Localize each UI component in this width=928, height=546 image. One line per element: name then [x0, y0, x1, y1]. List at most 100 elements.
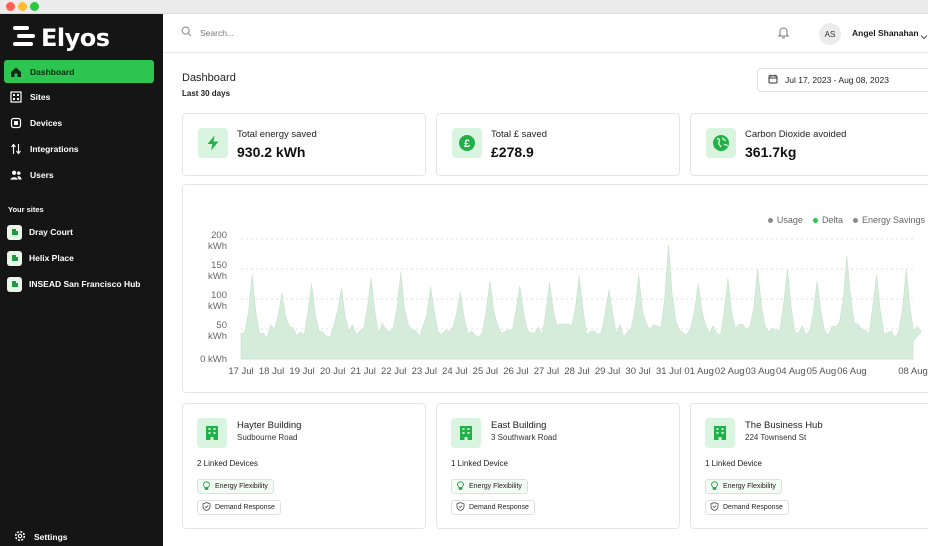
x-tick-label: 28 Jul	[564, 366, 589, 377]
building-icon	[10, 90, 22, 103]
close-window-button[interactable]	[6, 2, 15, 11]
x-tick-label: 01 Aug	[684, 366, 714, 377]
avatar[interactable]: AS	[819, 23, 841, 45]
x-tick-label: 20 Jul	[320, 366, 345, 377]
building-address: 3 Southwark Road	[491, 433, 557, 442]
sidebar-item-devices[interactable]: Devices	[4, 111, 154, 134]
x-tick-label: 24 Jul	[442, 366, 467, 377]
sidebar-site-insead-sf-hub[interactable]: INSEAD San Francisco Hub	[7, 275, 140, 293]
users-icon	[10, 169, 22, 181]
x-tick-label: 22 Jul	[381, 366, 406, 377]
legend-dot	[852, 217, 858, 223]
demand-response-tag[interactable]: Demand Response	[197, 500, 281, 515]
bell-icon[interactable]	[777, 26, 790, 44]
sidebar-site-dray-court[interactable]: Dray Court	[7, 223, 73, 241]
sidebar-item-sites[interactable]: Sites	[4, 85, 154, 108]
y-tick-label: 200 kWh	[208, 230, 227, 252]
energy-flexibility-tag[interactable]: Energy Flexibility	[705, 479, 782, 494]
svg-text:£: £	[464, 138, 470, 150]
tag-label: Energy Flexibility	[469, 483, 522, 490]
demand-response-tag[interactable]: Demand Response	[705, 500, 789, 515]
building-card-east[interactable]: East Building 3 Southwark Road 1 Linked …	[436, 403, 680, 529]
x-tick-label: 04 Aug	[776, 366, 806, 377]
settings-link[interactable]: Settings	[14, 530, 68, 544]
device-icon	[10, 117, 22, 129]
building-name: The Business Hub	[745, 420, 823, 431]
legend-dot	[812, 217, 818, 223]
energy-flexibility-tag[interactable]: Energy Flexibility	[197, 479, 274, 494]
legend-energy-savings[interactable]: Energy Savings	[852, 215, 925, 225]
x-tick-label: 21 Jul	[351, 366, 376, 377]
x-tick-label: 19 Jul	[289, 366, 314, 377]
y-tick-label: 0 kWh	[200, 354, 227, 365]
sidebar-item-label: Sites	[30, 91, 51, 102]
tag-label: Demand Response	[215, 504, 275, 511]
building-name: Hayter Building	[237, 420, 302, 431]
brand-name: Elyos	[41, 24, 110, 52]
demand-response-tag[interactable]: Demand Response	[451, 500, 535, 515]
date-range-picker[interactable]: Jul 17, 2023 - Aug 08, 2023	[757, 68, 928, 92]
site-icon	[7, 276, 22, 292]
legend-usage[interactable]: Usage	[767, 215, 803, 225]
sidebar-item-label: Devices	[30, 117, 63, 128]
stat-value: 361.7kg	[745, 144, 797, 160]
building-card-business-hub[interactable]: The Business Hub 224 Townsend St 1 Linke…	[690, 403, 928, 529]
building-icon	[451, 418, 481, 448]
shield-icon	[202, 502, 211, 513]
x-tick-label: 25 Jul	[473, 366, 498, 377]
energy-flexibility-tag[interactable]: Energy Flexibility	[451, 479, 528, 494]
x-tick-label: 02 Aug	[715, 366, 745, 377]
date-range-label: Jul 17, 2023 - Aug 08, 2023	[785, 75, 889, 85]
x-tick-label: 08 Aug	[898, 366, 928, 377]
site-label: Helix Place	[29, 253, 74, 263]
sidebar: Elyos Dashboard Sites Devices Integratio…	[0, 14, 163, 546]
brand-logo[interactable]: Elyos	[13, 24, 110, 52]
sidebar-item-users[interactable]: Users	[4, 163, 154, 186]
x-tick-label: 06 Aug	[837, 366, 867, 377]
legend-label: Usage	[776, 215, 803, 225]
x-tick-label: 30 Jul	[625, 366, 650, 377]
search-box[interactable]	[181, 26, 400, 39]
user-name[interactable]: Angel Shanahan	[852, 28, 919, 38]
sites-heading: Your sites	[8, 205, 44, 214]
shield-icon	[456, 502, 465, 513]
pound-icon: £	[452, 128, 482, 158]
lightbulb-icon	[710, 481, 719, 492]
sidebar-item-dashboard[interactable]: Dashboard	[4, 60, 154, 83]
stat-card-money: £ Total £ saved £278.9	[436, 113, 680, 176]
x-tick-label: 26 Jul	[503, 366, 528, 377]
legend-delta[interactable]: Delta	[812, 215, 843, 225]
sidebar-item-label: Dashboard	[30, 66, 75, 77]
tag-label: Energy Flexibility	[215, 483, 268, 490]
sidebar-site-helix-place[interactable]: Helix Place	[7, 249, 74, 267]
legend-label: Delta	[821, 215, 843, 225]
stat-value: 930.2 kWh	[237, 144, 306, 160]
tag-label: Energy Flexibility	[723, 483, 776, 490]
page-title: Dashboard	[182, 72, 236, 84]
building-icon	[197, 418, 227, 448]
building-card-hayter[interactable]: Hayter Building Sudbourne Road 2 Linked …	[182, 403, 426, 529]
shield-icon	[710, 502, 719, 513]
sidebar-item-integrations[interactable]: Integrations	[4, 137, 154, 160]
search-input[interactable]	[200, 27, 400, 38]
building-icon	[705, 418, 735, 448]
building-address: 224 Townsend St	[745, 433, 807, 442]
building-address: Sudbourne Road	[237, 433, 298, 442]
x-tick-label: 23 Jul	[412, 366, 437, 377]
maximize-window-button[interactable]	[30, 2, 39, 11]
y-tick-label: 50 kWh	[208, 320, 227, 342]
home-icon	[10, 66, 22, 78]
page-subtitle: Last 30 days	[182, 89, 231, 98]
search-icon	[181, 26, 192, 39]
x-tick-label: 03 Aug	[745, 366, 775, 377]
settings-label: Settings	[34, 532, 68, 542]
minimize-window-button[interactable]	[18, 2, 27, 11]
x-tick-label: 05 Aug	[807, 366, 837, 377]
x-tick-label: 31 Jul	[656, 366, 681, 377]
stat-label: Total energy saved	[237, 129, 317, 140]
tag-label: Demand Response	[469, 504, 529, 511]
chevron-down-icon[interactable]	[920, 28, 928, 46]
site-label: INSEAD San Francisco Hub	[29, 279, 141, 289]
linked-devices-count: 2 Linked Devices	[197, 459, 258, 468]
topbar: AS Angel Shanahan	[163, 14, 928, 53]
